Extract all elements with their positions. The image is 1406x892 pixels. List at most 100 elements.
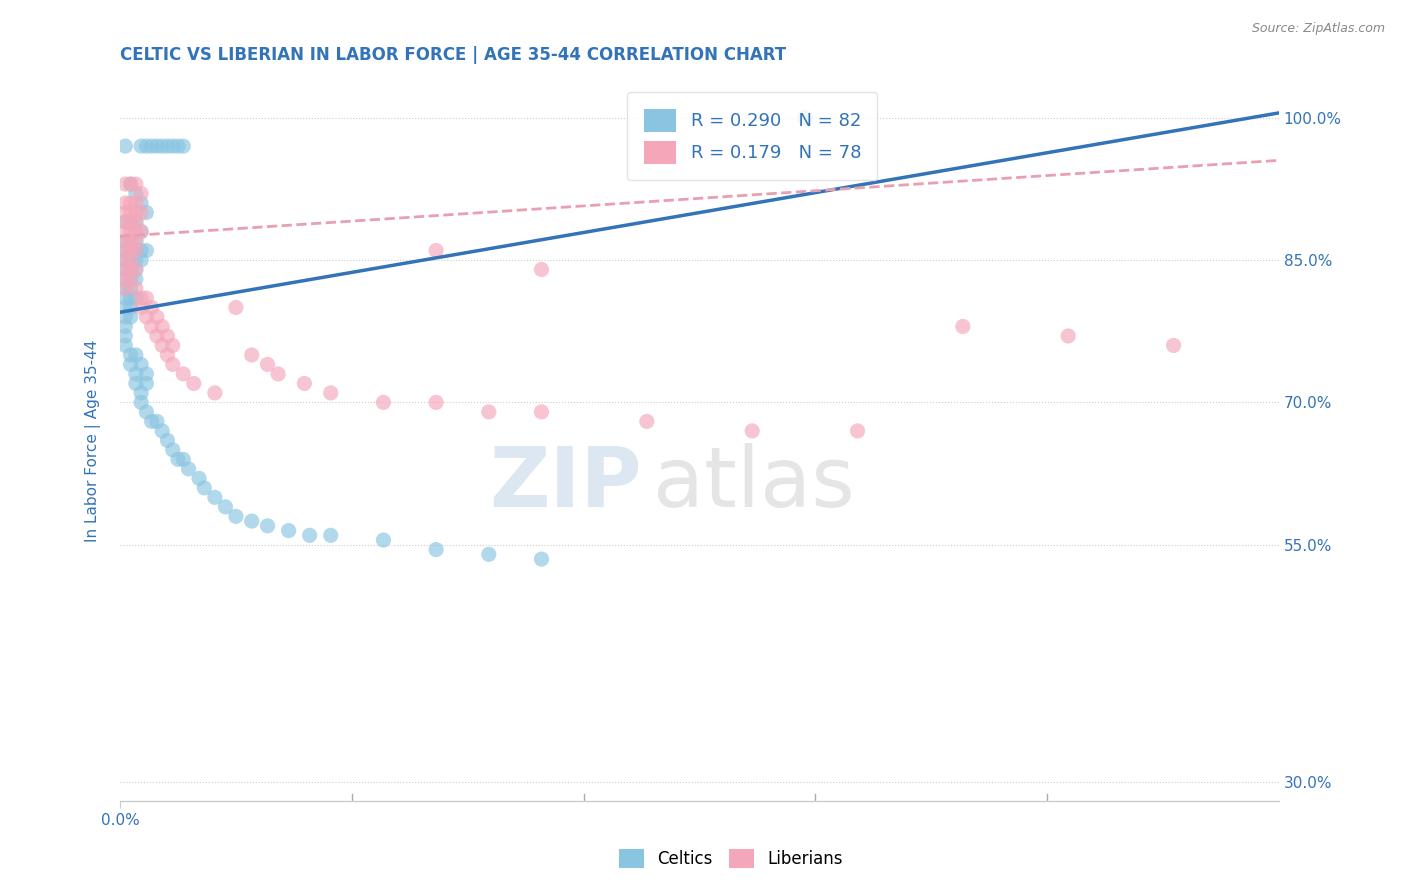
Point — [120, 234, 142, 248]
Point — [129, 196, 152, 211]
Point — [167, 452, 190, 467]
Point — [129, 253, 152, 268]
Point — [146, 414, 169, 428]
Point — [741, 424, 763, 438]
Point — [141, 139, 163, 153]
Point — [793, 111, 815, 125]
Point — [120, 244, 142, 258]
Point — [114, 291, 136, 305]
Point — [1163, 338, 1185, 352]
Point — [114, 281, 136, 295]
Point — [135, 205, 157, 219]
Point — [156, 348, 179, 362]
Point — [120, 234, 142, 248]
Point — [150, 319, 173, 334]
Point — [120, 196, 142, 211]
Point — [114, 272, 136, 286]
Point — [125, 244, 148, 258]
Point — [114, 253, 136, 268]
Point — [114, 262, 136, 277]
Point — [125, 186, 148, 201]
Text: atlas: atlas — [654, 443, 855, 524]
Point — [135, 310, 157, 324]
Point — [125, 225, 148, 239]
Point — [478, 405, 501, 419]
Point — [114, 205, 136, 219]
Point — [125, 348, 148, 362]
Point — [114, 196, 136, 211]
Point — [1057, 329, 1080, 343]
Point — [125, 253, 148, 268]
Point — [114, 301, 136, 315]
Point — [125, 177, 148, 191]
Point — [167, 139, 190, 153]
Point — [125, 262, 148, 277]
Legend: R = 0.290   N = 82, R = 0.179   N = 78: R = 0.290 N = 82, R = 0.179 N = 78 — [627, 92, 877, 180]
Point — [240, 348, 263, 362]
Point — [530, 405, 553, 419]
Point — [129, 395, 152, 409]
Point — [114, 215, 136, 229]
Point — [129, 386, 152, 401]
Point — [256, 519, 278, 533]
Point — [141, 319, 163, 334]
Point — [114, 234, 136, 248]
Point — [120, 205, 142, 219]
Point — [156, 434, 179, 448]
Point — [294, 376, 316, 391]
Point — [156, 139, 179, 153]
Point — [846, 424, 869, 438]
Point — [225, 301, 247, 315]
Point — [204, 386, 226, 401]
Point — [193, 481, 215, 495]
Point — [120, 348, 142, 362]
Point — [225, 509, 247, 524]
Point — [120, 215, 142, 229]
Point — [319, 528, 342, 542]
Point — [952, 319, 974, 334]
Point — [114, 319, 136, 334]
Point — [135, 291, 157, 305]
Point — [530, 262, 553, 277]
Point — [120, 177, 142, 191]
Point — [150, 139, 173, 153]
Point — [114, 253, 136, 268]
Point — [120, 291, 142, 305]
Point — [146, 310, 169, 324]
Point — [530, 552, 553, 566]
Point — [125, 215, 148, 229]
Point — [204, 491, 226, 505]
Text: Source: ZipAtlas.com: Source: ZipAtlas.com — [1251, 22, 1385, 36]
Point — [162, 442, 184, 457]
Point — [135, 405, 157, 419]
Y-axis label: In Labor Force | Age 35-44: In Labor Force | Age 35-44 — [86, 339, 101, 541]
Point — [425, 395, 447, 409]
Point — [267, 367, 290, 381]
Point — [125, 367, 148, 381]
Point — [478, 547, 501, 561]
Point — [120, 262, 142, 277]
Point — [146, 329, 169, 343]
Point — [129, 139, 152, 153]
Point — [120, 253, 142, 268]
Point — [129, 301, 152, 315]
Point — [135, 244, 157, 258]
Point — [172, 139, 194, 153]
Point — [125, 196, 148, 211]
Point — [114, 139, 136, 153]
Point — [125, 376, 148, 391]
Point — [150, 338, 173, 352]
Point — [129, 244, 152, 258]
Point — [125, 291, 148, 305]
Text: CELTIC VS LIBERIAN IN LABOR FORCE | AGE 35-44 CORRELATION CHART: CELTIC VS LIBERIAN IN LABOR FORCE | AGE … — [120, 46, 786, 64]
Point — [156, 329, 179, 343]
Point — [183, 376, 205, 391]
Point — [141, 301, 163, 315]
Point — [135, 367, 157, 381]
Point — [120, 281, 142, 295]
Point — [120, 253, 142, 268]
Point — [125, 234, 148, 248]
Point — [120, 262, 142, 277]
Point — [114, 244, 136, 258]
Point — [125, 281, 148, 295]
